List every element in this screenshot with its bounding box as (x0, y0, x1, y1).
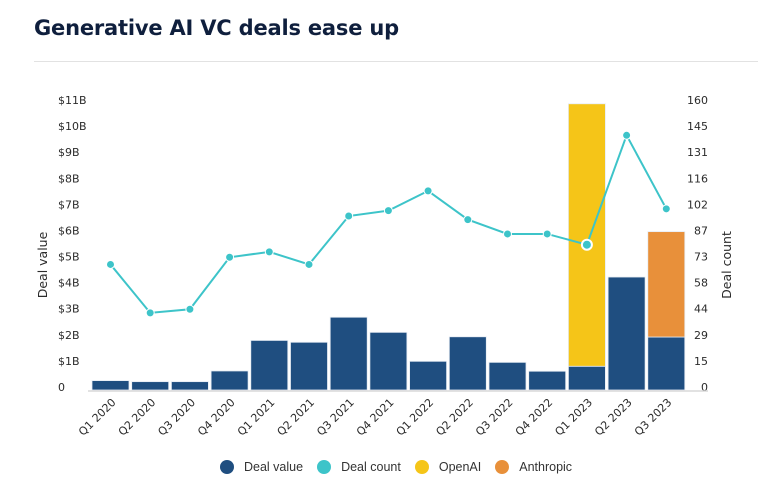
legend-swatch-deal-count (317, 460, 332, 474)
left-tick-label: $4B (58, 277, 80, 290)
deal-count-point (580, 238, 593, 251)
deal-count-point (145, 308, 155, 318)
x-tick-label: Q3 2021 (314, 396, 357, 439)
x-tick-label: Q4 2021 (354, 396, 397, 439)
legend-label: OpenAI (438, 460, 482, 474)
right-tick-label: 0 (701, 381, 708, 394)
left-tick-label: $7B (58, 198, 80, 211)
deal-count-line-group (106, 130, 671, 318)
bar-deal-value (607, 276, 646, 391)
bar-deal-value (409, 360, 448, 391)
bar-deal-value (448, 336, 487, 391)
deal-count-point (106, 259, 115, 269)
chart-title: Generative AI VC deals ease up (34, 16, 399, 40)
x-tick-label: Q1 2023 (552, 396, 595, 439)
deal-count-point (542, 229, 552, 239)
deal-count-point (264, 247, 274, 257)
x-tick-label: Q1 2020 (76, 396, 119, 439)
right-axis-ticks: 0 15 29 44 58 73 87 102 116 131 145 160 (687, 94, 708, 394)
x-tick-label: Q3 2023 (632, 396, 675, 439)
right-tick-label: 160 (687, 94, 708, 107)
bar-deal-value (170, 381, 209, 391)
title-divider (34, 61, 758, 62)
legend: Deal value Deal count OpenAI Anthropic (220, 460, 586, 474)
bar-deal-value (210, 370, 249, 391)
x-tick-label: Q3 2020 (155, 396, 198, 439)
right-tick-label: 116 (687, 172, 708, 185)
bar-deal-value (91, 380, 130, 391)
legend-item-anthropic: Anthropic (495, 460, 572, 474)
x-tick-label: Q2 2023 (592, 396, 635, 439)
bars-group (91, 103, 686, 391)
left-tick-label: $1B (58, 355, 80, 368)
legend-label: Deal value (244, 460, 304, 474)
bar-deal-value (250, 340, 289, 391)
right-axis-title: Deal count (719, 231, 734, 299)
bar-deal-value (528, 370, 567, 391)
x-tick-label: Q3 2022 (473, 396, 516, 439)
deal-count-point (304, 259, 314, 269)
right-tick-label: 58 (694, 277, 708, 290)
legend-label: Anthropic (519, 460, 573, 474)
right-tick-label: 87 (694, 224, 708, 237)
right-tick-label: 44 (694, 303, 708, 316)
x-tick-label: Q2 2022 (433, 396, 476, 439)
x-tick-label: Q1 2022 (394, 396, 437, 439)
right-tick-label: 145 (687, 120, 708, 133)
left-tick-label: $11B (58, 94, 87, 107)
bar-deal-value (290, 341, 328, 391)
bar-deal-value (329, 316, 368, 391)
left-tick-label: $10B (58, 120, 87, 133)
bar-openai (568, 103, 606, 367)
bar-deal-value (369, 331, 408, 391)
bar-deal-value (131, 381, 170, 391)
x-tick-label: Q2 2020 (116, 396, 159, 439)
legend-swatch-openai (414, 460, 429, 474)
deal-count-point (622, 130, 632, 140)
bar-deal-value (568, 365, 606, 391)
legend-swatch-deal-value (220, 460, 234, 474)
left-tick-label: 0 (58, 381, 65, 394)
deal-count-point (503, 229, 512, 239)
legend-item-deal-count: Deal count (317, 460, 401, 474)
legend-swatch-anthropic (495, 460, 510, 474)
legend-item-openai: OpenAI (414, 460, 482, 474)
right-tick-label: 73 (694, 251, 708, 264)
deal-count-point (463, 215, 473, 225)
left-axis-ticks: 0 $1B $2B $3B $4B $5B $6B $7B $8B $9B $10B $11B (58, 94, 87, 394)
x-tick-label: Q4 2020 (195, 396, 238, 439)
right-tick-label: 15 (694, 355, 708, 368)
right-tick-label: 131 (687, 146, 708, 159)
bar-anthropic (647, 231, 686, 338)
deal-count-point (383, 206, 393, 216)
x-tick-label: Q4 2022 (513, 396, 556, 439)
legend-item-deal-value: Deal value (220, 460, 303, 474)
legend-label: Deal count (341, 460, 401, 474)
left-tick-label: $2B (58, 329, 80, 342)
deal-count-point (185, 304, 195, 314)
deal-count-point (423, 186, 433, 196)
chart-svg: 0 $1B $2B $3B $4B $5B $6B $7B $8B $9B $10B $11B 0 15… (35, 94, 734, 439)
right-tick-label: 102 (687, 198, 708, 211)
deal-count-point (225, 252, 235, 262)
deal-count-point (661, 204, 671, 214)
left-tick-label: $9B (58, 146, 80, 159)
bar-deal-value (647, 336, 686, 391)
x-tick-label: Q1 2021 (235, 396, 278, 439)
bar-deal-value (488, 361, 527, 391)
left-tick-label: $5B (58, 251, 80, 264)
left-tick-label: $6B (58, 224, 80, 237)
left-tick-label: $8B (58, 172, 80, 185)
left-axis-title: Deal value (35, 231, 50, 298)
x-tick-label: Q2 2021 (275, 396, 318, 439)
left-tick-label: $3B (58, 303, 80, 316)
right-tick-label: 29 (694, 329, 708, 342)
deal-count-point (344, 211, 354, 221)
